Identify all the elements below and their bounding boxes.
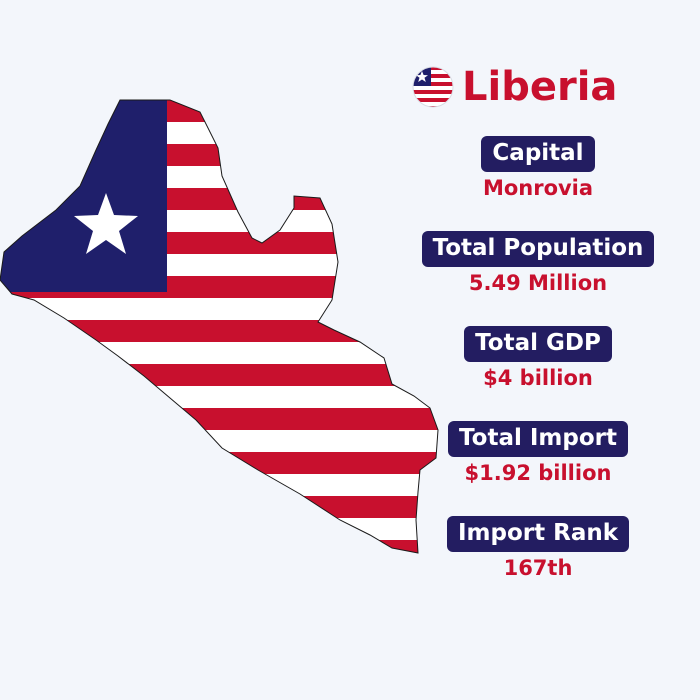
stat-label: Import Rank: [446, 516, 630, 553]
liberia-flag-icon: [412, 66, 454, 108]
stat-total-population: Total Population 5.49 Million: [400, 231, 676, 326]
stat-label: Total Import: [448, 421, 628, 458]
liberia-flag-map: [0, 99, 439, 554]
flag-star-icon: [74, 193, 138, 254]
stat-value: $4 billion: [483, 366, 593, 391]
map-outline: [0, 99, 439, 554]
stat-label: Capital: [481, 136, 595, 173]
stat-label: Total GDP: [464, 326, 612, 363]
country-title: Liberia: [462, 64, 618, 110]
stat-value: $1.92 billion: [464, 461, 612, 486]
stat-total-gdp: Total GDP $4 billion: [400, 326, 676, 421]
map-svg: [0, 99, 439, 554]
stat-value: 167th: [503, 556, 573, 581]
stat-total-import: Total Import $1.92 billion: [400, 421, 676, 516]
stat-value: 5.49 Million: [468, 271, 608, 296]
stat-label: Total Population: [421, 231, 655, 268]
title-row: Liberia: [412, 60, 662, 114]
stat-value: Monrovia: [482, 176, 594, 201]
stats-panel: Capital Monrovia Total Population 5.49 M…: [400, 136, 676, 611]
map-flag-fill: [0, 100, 438, 553]
stat-capital: Capital Monrovia: [400, 136, 676, 231]
stat-import-rank: Import Rank 167th: [400, 516, 676, 611]
